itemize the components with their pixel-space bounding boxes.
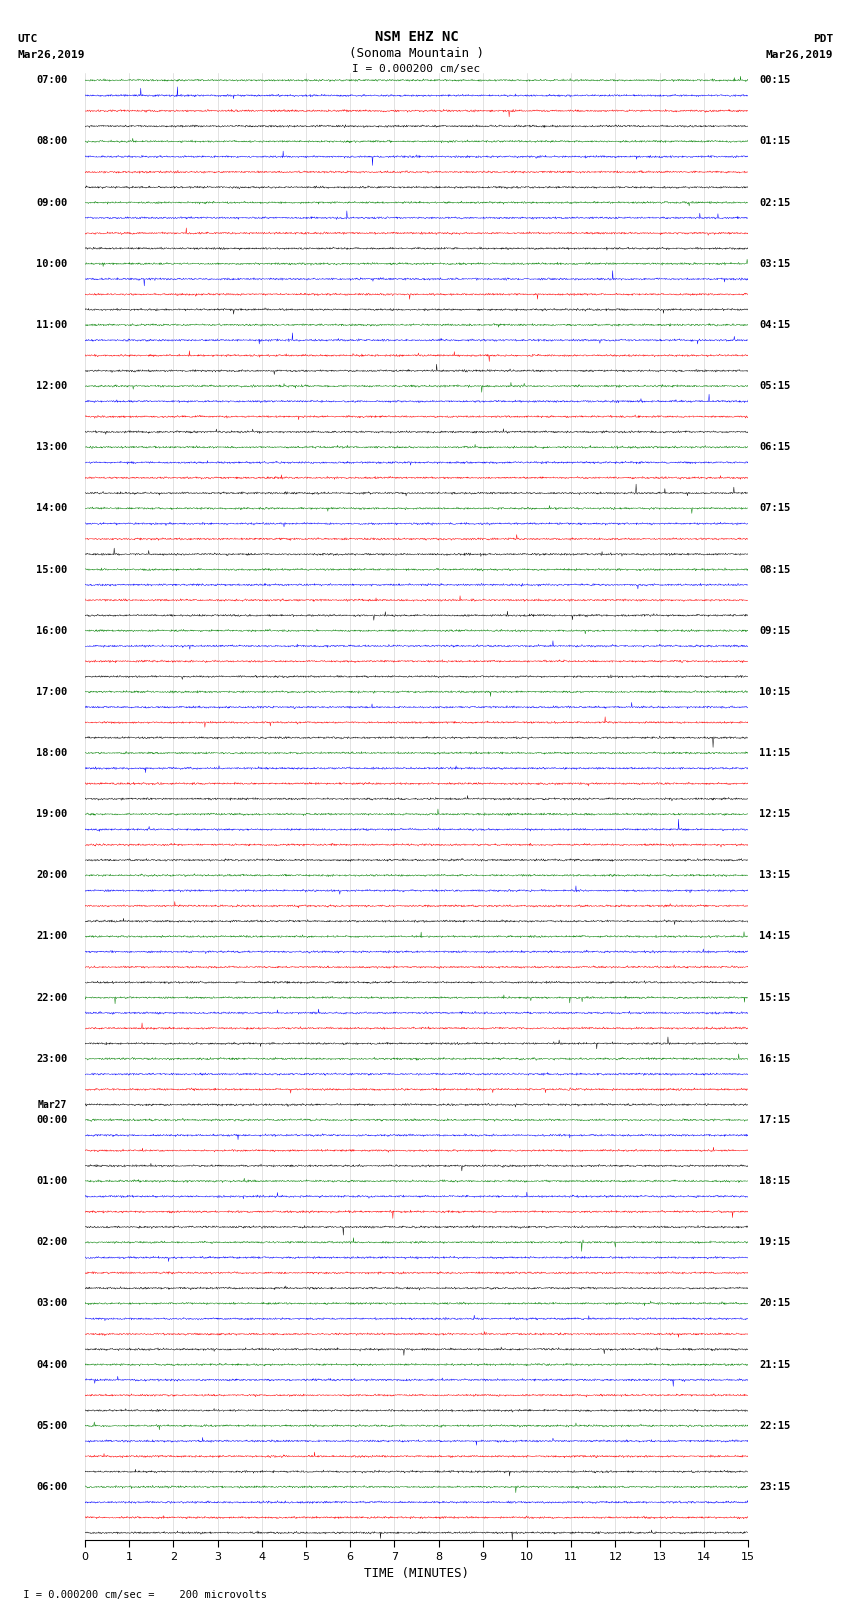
Text: 16:15: 16:15 <box>759 1053 791 1065</box>
Text: 00:15: 00:15 <box>759 76 791 85</box>
X-axis label: TIME (MINUTES): TIME (MINUTES) <box>364 1568 469 1581</box>
Text: 14:00: 14:00 <box>36 503 67 513</box>
Text: 20:15: 20:15 <box>759 1298 791 1308</box>
Text: 15:15: 15:15 <box>759 992 791 1003</box>
Text: 08:15: 08:15 <box>759 565 791 574</box>
Text: 08:00: 08:00 <box>36 137 67 147</box>
Text: 18:00: 18:00 <box>36 748 67 758</box>
Text: 10:00: 10:00 <box>36 258 67 269</box>
Text: 05:15: 05:15 <box>759 381 791 390</box>
Text: 20:00: 20:00 <box>36 871 67 881</box>
Text: 18:15: 18:15 <box>759 1176 791 1186</box>
Text: 11:15: 11:15 <box>759 748 791 758</box>
Text: 17:15: 17:15 <box>759 1115 791 1124</box>
Text: 22:00: 22:00 <box>36 992 67 1003</box>
Text: Mar26,2019: Mar26,2019 <box>17 50 84 60</box>
Text: 03:00: 03:00 <box>36 1298 67 1308</box>
Text: (Sonoma Mountain ): (Sonoma Mountain ) <box>349 47 484 60</box>
Text: 07:15: 07:15 <box>759 503 791 513</box>
Text: 11:00: 11:00 <box>36 319 67 331</box>
Text: I = 0.000200 cm/sec =    200 microvolts: I = 0.000200 cm/sec = 200 microvolts <box>17 1590 267 1600</box>
Text: 21:15: 21:15 <box>759 1360 791 1369</box>
Text: 07:00: 07:00 <box>36 76 67 85</box>
Text: NSM EHZ NC: NSM EHZ NC <box>375 29 458 44</box>
Text: 10:15: 10:15 <box>759 687 791 697</box>
Text: 02:15: 02:15 <box>759 197 791 208</box>
Text: 04:00: 04:00 <box>36 1360 67 1369</box>
Text: 04:15: 04:15 <box>759 319 791 331</box>
Text: 05:00: 05:00 <box>36 1421 67 1431</box>
Text: 14:15: 14:15 <box>759 931 791 942</box>
Text: I = 0.000200 cm/sec: I = 0.000200 cm/sec <box>353 65 480 74</box>
Text: 23:15: 23:15 <box>759 1482 791 1492</box>
Text: 19:00: 19:00 <box>36 810 67 819</box>
Text: 19:15: 19:15 <box>759 1237 791 1247</box>
Text: 17:00: 17:00 <box>36 687 67 697</box>
Text: 02:00: 02:00 <box>36 1237 67 1247</box>
Text: 12:15: 12:15 <box>759 810 791 819</box>
Text: 13:00: 13:00 <box>36 442 67 452</box>
Text: 09:15: 09:15 <box>759 626 791 636</box>
Text: 03:15: 03:15 <box>759 258 791 269</box>
Text: UTC: UTC <box>17 34 37 44</box>
Text: 22:15: 22:15 <box>759 1421 791 1431</box>
Text: 16:00: 16:00 <box>36 626 67 636</box>
Text: 09:00: 09:00 <box>36 197 67 208</box>
Text: PDT: PDT <box>813 34 833 44</box>
Text: 23:00: 23:00 <box>36 1053 67 1065</box>
Text: 01:15: 01:15 <box>759 137 791 147</box>
Text: 12:00: 12:00 <box>36 381 67 390</box>
Text: 21:00: 21:00 <box>36 931 67 942</box>
Text: 06:15: 06:15 <box>759 442 791 452</box>
Text: Mar27: Mar27 <box>38 1100 67 1110</box>
Text: 13:15: 13:15 <box>759 871 791 881</box>
Text: 00:00: 00:00 <box>36 1115 67 1124</box>
Text: Mar26,2019: Mar26,2019 <box>766 50 833 60</box>
Text: 01:00: 01:00 <box>36 1176 67 1186</box>
Text: 15:00: 15:00 <box>36 565 67 574</box>
Text: 06:00: 06:00 <box>36 1482 67 1492</box>
